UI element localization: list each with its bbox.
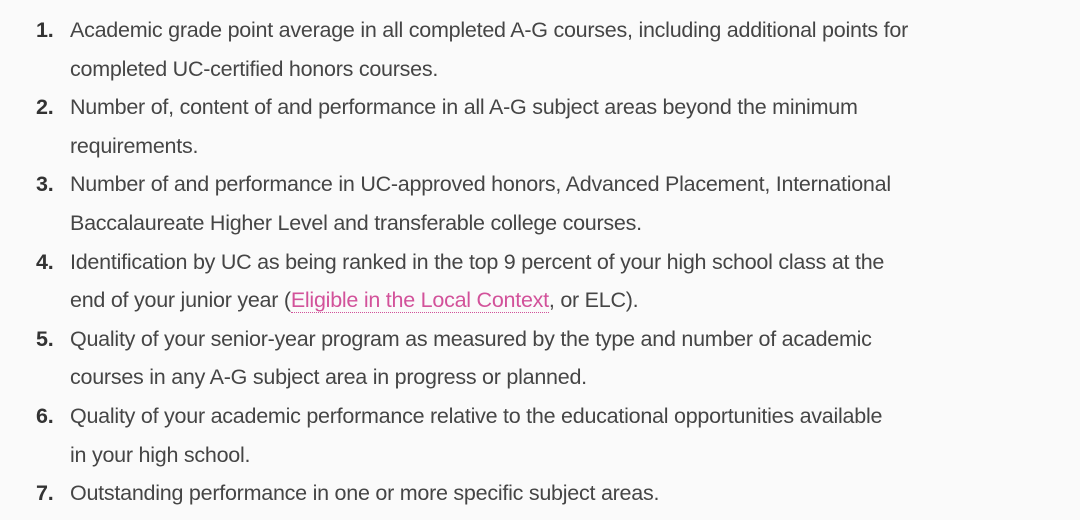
item-text: Baccalaureate Higher Level and transfera…: [70, 210, 642, 235]
item-text: completed UC-certified honors courses.: [70, 56, 439, 81]
text: , or ELC).: [548, 288, 639, 313]
item-text: Academic grade point average in all comp…: [70, 18, 908, 42]
list-item: 4. Identification by UC as being ranked i…: [0, 243, 1080, 320]
list-item: 5. Quality of your senior-year program as…: [0, 320, 1080, 397]
item-text: Identification by UC as being ranked in …: [70, 249, 885, 274]
list-item: 7. Outstanding performance in one or more…: [0, 474, 1080, 513]
list-item: 1. Academic grade point average in all co…: [0, 11, 1080, 88]
item-text: Quality of your senior-year program as m…: [70, 326, 872, 351]
item-text: in your high school.: [70, 442, 251, 467]
item-number: 1.: [36, 18, 54, 42]
list-item: 2. Number of, content of and performance …: [0, 88, 1080, 165]
item-number: 2.: [36, 95, 54, 120]
list-item: 3. Number of and performance in UC-approv…: [0, 165, 1080, 242]
elc-link[interactable]: Eligible in the Local Context: [290, 288, 549, 314]
item-text: courses in any A-G subject area in progr…: [70, 365, 587, 390]
item-text: Number of and performance in UC-approved…: [70, 172, 891, 197]
text: end of your junior year (: [70, 288, 291, 313]
item-number: 5.: [36, 326, 54, 351]
item-number: 7.: [36, 481, 54, 506]
item-text-with-link: end of your junior year (Eligible in the…: [70, 281, 1080, 320]
item-number: 6.: [36, 403, 54, 428]
item-text: Quality of your academic performance rel…: [70, 403, 883, 428]
item-number: 4.: [36, 249, 54, 274]
item-number: 3.: [36, 172, 54, 197]
list-item: 6. Quality of your academic performance r…: [0, 397, 1080, 474]
item-text: Outstanding performance in one or more s…: [70, 481, 660, 506]
item-text: requirements.: [70, 133, 199, 158]
item-text: Number of, content of and performance in…: [70, 95, 858, 120]
